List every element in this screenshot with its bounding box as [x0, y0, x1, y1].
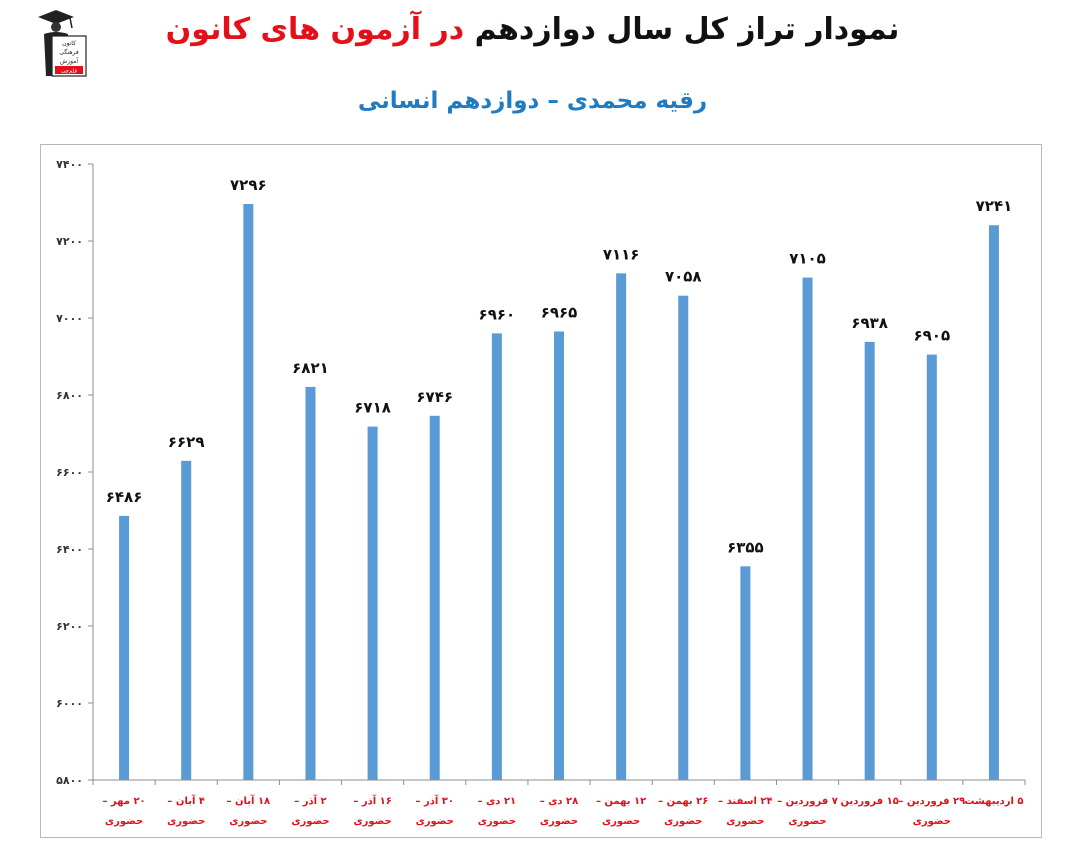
category-label: ۲۶ بهمن – — [658, 796, 708, 807]
bar-value-label: ۷۱۱۶ — [603, 245, 640, 263]
graduate-logo-icon: کانون فرهنگی آموزش قلم‌چی — [30, 8, 88, 78]
category-label-line2: حضوری — [105, 816, 143, 827]
page-subtitle: رقیه محمدی – دوازدهم انسانی — [357, 88, 708, 114]
bar-value-label: ۶۹۰۵ — [913, 327, 950, 345]
value-labels: ۶۴۸۶ ۶۶۲۹ ۷۲۹۶ ۶۸۲۱ ۶۷۱۸ ۶۷۴۶ ۶۹۶۰ ۶۹۶۵ ۷۱۱۶ ۷۰۵۸… — [106, 176, 1012, 556]
category-label-line2: حضوری — [478, 816, 516, 827]
bar — [181, 460, 192, 780]
bar-value-label: ۷۱۰۵ — [789, 250, 826, 268]
category-label: ۲۰ مهر – — [102, 796, 145, 807]
bar — [926, 354, 937, 780]
bar-value-label: ۶۷۱۸ — [354, 399, 391, 417]
chart-frame — [40, 144, 1042, 838]
bar-value-label: ۷۲۹۶ — [230, 176, 267, 194]
title-part2: در آزمون های کانون — [165, 12, 465, 47]
category-label: ۱۲ بهمن – — [596, 796, 646, 807]
bar-value-label: ۶۹۳۸ — [851, 314, 888, 332]
bar — [367, 426, 378, 780]
category-label-line2: حضوری — [913, 816, 951, 827]
y-tick-label: ۷۰۰۰ — [56, 312, 83, 325]
category-label-line2: حضوری — [602, 816, 640, 827]
logo-line3: آموزش — [60, 56, 79, 65]
category-label-line2: حضوری — [726, 816, 764, 827]
logo-line2: فرهنگی — [59, 48, 79, 56]
y-tick-label: ۵۸۰۰ — [56, 774, 83, 787]
category-label-line2: حضوری — [788, 816, 826, 827]
category-label: ۲۸ دی – — [540, 796, 578, 807]
category-label: ۱۸ آبان – — [227, 794, 271, 807]
bar-value-label: ۶۶۲۹ — [168, 433, 205, 451]
y-tick-label: ۶۴۰۰ — [56, 543, 83, 556]
bar — [678, 295, 689, 780]
y-tick-label: ۷۴۰۰ — [56, 158, 83, 171]
bar-value-label: ۶۸۲۱ — [292, 359, 329, 377]
category-label-line2: حضوری — [353, 816, 391, 827]
y-tick-label: ۶۲۰۰ — [56, 620, 83, 633]
category-labels: ۲۰ مهر – حضوری ۴ آبان – حضوری ۱۸ آبان – حضوری… — [102, 794, 1023, 827]
bar-value-label: ۶۴۸۶ — [106, 488, 143, 506]
category-label-line2: حضوری — [416, 816, 454, 827]
y-tick-label: ۷۲۰۰ — [56, 235, 83, 248]
category-label: ۱۶ آذر – — [353, 794, 392, 807]
chart-bars — [119, 204, 999, 781]
page-title: نمودار تراز کل سال دوازدهم در آزمون های … — [0, 12, 1065, 47]
category-label: ۲۱ دی – — [478, 796, 516, 807]
bar — [243, 204, 254, 781]
logo-line1: کانون — [62, 40, 76, 47]
category-label: ۳۰ آذر – — [415, 794, 454, 807]
logo-line4: قلم‌چی — [61, 69, 77, 75]
category-label: ۲۴ اسفند – — [718, 796, 773, 807]
bar-value-label: ۶۳۵۵ — [727, 538, 764, 556]
category-label-line2: حضوری — [664, 816, 702, 827]
bar-value-label: ۶۹۶۰ — [479, 305, 516, 323]
y-tick-labels: ۵۸۰۰ ۶۰۰۰ ۶۲۰۰ ۶۴۰۰ ۶۶۰۰ ۶۸۰۰ ۷۰۰۰ ۷۲۰۰ ۷۴۰۰ — [56, 158, 83, 787]
category-label-line2: حضوری — [291, 816, 329, 827]
bar — [802, 277, 813, 780]
category-label: ۲ آذر – — [294, 794, 326, 807]
bar-value-label: ۷۲۴۱ — [976, 197, 1013, 215]
category-label-line2: حضوری — [167, 816, 205, 827]
category-label-line2: حضوری — [540, 816, 578, 827]
y-tick-label: ۶۸۰۰ — [56, 389, 83, 402]
bar — [305, 386, 316, 780]
bar — [740, 566, 751, 780]
bar — [988, 225, 999, 781]
y-tick-label: ۶۶۰۰ — [56, 466, 83, 479]
title-part1: نمودار تراز کل سال دوازدهم — [464, 12, 900, 47]
bar — [429, 415, 440, 780]
bar-value-label: ۷۰۵۸ — [665, 268, 702, 286]
category-label: ۲۹ فروردین – — [898, 796, 965, 807]
bar — [554, 331, 564, 780]
bar — [491, 333, 502, 780]
bar-value-label: ۶۷۴۶ — [416, 388, 453, 406]
category-label: ۷ فروردین – — [777, 796, 838, 807]
category-label: ۴ آبان – — [167, 794, 205, 807]
y-tick-label: ۶۰۰۰ — [56, 697, 83, 710]
category-label-line2: حضوری — [229, 816, 267, 827]
bar — [616, 273, 627, 780]
bar — [864, 341, 875, 780]
category-label: ۵ اردیبهشت — [964, 796, 1023, 807]
category-label: ۱۵ فروردین — [841, 796, 899, 807]
bar-value-label: ۶۹۶۵ — [541, 303, 578, 321]
bar — [119, 515, 130, 780]
